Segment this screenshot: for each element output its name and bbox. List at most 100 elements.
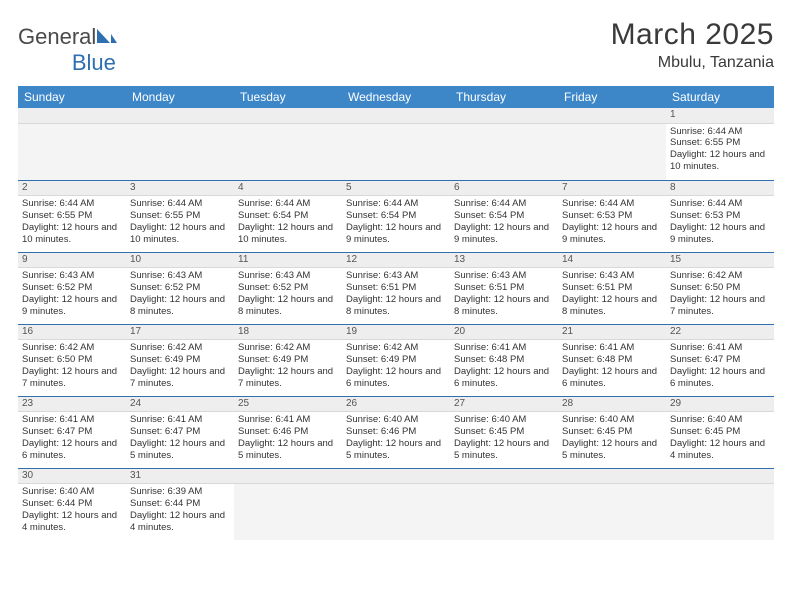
sunrise-line: Sunrise: 6:43 AM — [22, 270, 122, 282]
daylight-line: Daylight: 12 hours and 6 minutes. — [346, 366, 446, 390]
day-number-empty — [18, 108, 126, 124]
sunrise-line: Sunrise: 6:44 AM — [454, 198, 554, 210]
calendar-week-row: 1Sunrise: 6:44 AMSunset: 6:55 PMDaylight… — [18, 108, 774, 180]
day-details: Sunrise: 6:42 AMSunset: 6:49 PMDaylight:… — [130, 342, 230, 390]
sunset-line: Sunset: 6:44 PM — [130, 498, 230, 510]
sunrise-line: Sunrise: 6:42 AM — [130, 342, 230, 354]
day-number: 11 — [234, 253, 342, 269]
sunset-line: Sunset: 6:51 PM — [346, 282, 446, 294]
day-cell: 31Sunrise: 6:39 AMSunset: 6:44 PMDayligh… — [126, 468, 234, 540]
day-cell: 7Sunrise: 6:44 AMSunset: 6:53 PMDaylight… — [558, 180, 666, 252]
day-number-empty — [126, 108, 234, 124]
day-number: 13 — [450, 253, 558, 269]
empty-cell — [234, 468, 342, 540]
sunset-line: Sunset: 6:45 PM — [670, 426, 770, 438]
sunrise-line: Sunrise: 6:41 AM — [22, 414, 122, 426]
empty-cell — [342, 468, 450, 540]
day-details: Sunrise: 6:42 AMSunset: 6:50 PMDaylight:… — [670, 270, 770, 318]
day-cell: 30Sunrise: 6:40 AMSunset: 6:44 PMDayligh… — [18, 468, 126, 540]
sunset-line: Sunset: 6:49 PM — [130, 354, 230, 366]
sunrise-line: Sunrise: 6:43 AM — [562, 270, 662, 282]
calendar-body: 1Sunrise: 6:44 AMSunset: 6:55 PMDaylight… — [18, 108, 774, 540]
header: General GeneBlue March 2025 Mbulu, Tanza… — [18, 18, 774, 76]
day-cell: 26Sunrise: 6:40 AMSunset: 6:46 PMDayligh… — [342, 396, 450, 468]
calendar-table: Sunday Monday Tuesday Wednesday Thursday… — [18, 86, 774, 540]
sunrise-line: Sunrise: 6:43 AM — [454, 270, 554, 282]
day-details: Sunrise: 6:44 AMSunset: 6:54 PMDaylight:… — [454, 198, 554, 246]
sunset-line: Sunset: 6:49 PM — [238, 354, 338, 366]
day-number: 15 — [666, 253, 774, 269]
daylight-line: Daylight: 12 hours and 6 minutes. — [562, 366, 662, 390]
sunset-line: Sunset: 6:50 PM — [22, 354, 122, 366]
day-number: 1 — [666, 108, 774, 124]
daylight-line: Daylight: 12 hours and 7 minutes. — [130, 366, 230, 390]
day-number-empty — [234, 469, 342, 485]
sunrise-line: Sunrise: 6:43 AM — [238, 270, 338, 282]
day-cell: 21Sunrise: 6:41 AMSunset: 6:48 PMDayligh… — [558, 324, 666, 396]
sunset-line: Sunset: 6:46 PM — [238, 426, 338, 438]
empty-cell — [126, 108, 234, 180]
day-number: 20 — [450, 325, 558, 341]
sunset-line: Sunset: 6:51 PM — [562, 282, 662, 294]
day-cell: 12Sunrise: 6:43 AMSunset: 6:51 PMDayligh… — [342, 252, 450, 324]
day-details: Sunrise: 6:43 AMSunset: 6:51 PMDaylight:… — [562, 270, 662, 318]
day-cell: 20Sunrise: 6:41 AMSunset: 6:48 PMDayligh… — [450, 324, 558, 396]
day-details: Sunrise: 6:44 AMSunset: 6:54 PMDaylight:… — [346, 198, 446, 246]
sunset-line: Sunset: 6:55 PM — [130, 210, 230, 222]
weekday-header: Thursday — [450, 86, 558, 108]
sunset-line: Sunset: 6:54 PM — [346, 210, 446, 222]
calendar-week-row: 2Sunrise: 6:44 AMSunset: 6:55 PMDaylight… — [18, 180, 774, 252]
daylight-line: Daylight: 12 hours and 6 minutes. — [454, 366, 554, 390]
day-number-empty — [450, 469, 558, 485]
day-details: Sunrise: 6:43 AMSunset: 6:52 PMDaylight:… — [238, 270, 338, 318]
daylight-line: Daylight: 12 hours and 8 minutes. — [346, 294, 446, 318]
daylight-line: Daylight: 12 hours and 6 minutes. — [670, 366, 770, 390]
sunrise-line: Sunrise: 6:41 AM — [130, 414, 230, 426]
daylight-line: Daylight: 12 hours and 4 minutes. — [22, 510, 122, 534]
day-details: Sunrise: 6:40 AMSunset: 6:46 PMDaylight:… — [346, 414, 446, 462]
sunset-line: Sunset: 6:55 PM — [22, 210, 122, 222]
day-details: Sunrise: 6:41 AMSunset: 6:47 PMDaylight:… — [22, 414, 122, 462]
daylight-line: Daylight: 12 hours and 5 minutes. — [238, 438, 338, 462]
sunrise-line: Sunrise: 6:41 AM — [454, 342, 554, 354]
daylight-line: Daylight: 12 hours and 8 minutes. — [238, 294, 338, 318]
day-cell: 17Sunrise: 6:42 AMSunset: 6:49 PMDayligh… — [126, 324, 234, 396]
day-details: Sunrise: 6:41 AMSunset: 6:46 PMDaylight:… — [238, 414, 338, 462]
logo-word-general: General — [18, 24, 96, 49]
day-number: 26 — [342, 397, 450, 413]
day-cell: 19Sunrise: 6:42 AMSunset: 6:49 PMDayligh… — [342, 324, 450, 396]
sunrise-line: Sunrise: 6:42 AM — [22, 342, 122, 354]
sunrise-line: Sunrise: 6:44 AM — [346, 198, 446, 210]
sunset-line: Sunset: 6:49 PM — [346, 354, 446, 366]
sunrise-line: Sunrise: 6:40 AM — [22, 486, 122, 498]
sunrise-line: Sunrise: 6:42 AM — [670, 270, 770, 282]
day-number: 10 — [126, 253, 234, 269]
daylight-line: Daylight: 12 hours and 8 minutes. — [454, 294, 554, 318]
day-cell: 16Sunrise: 6:42 AMSunset: 6:50 PMDayligh… — [18, 324, 126, 396]
day-number-empty — [342, 469, 450, 485]
sunset-line: Sunset: 6:50 PM — [670, 282, 770, 294]
empty-cell — [558, 108, 666, 180]
day-number: 5 — [342, 181, 450, 197]
day-details: Sunrise: 6:40 AMSunset: 6:45 PMDaylight:… — [562, 414, 662, 462]
daylight-line: Daylight: 12 hours and 7 minutes. — [238, 366, 338, 390]
day-number: 16 — [18, 325, 126, 341]
daylight-line: Daylight: 12 hours and 5 minutes. — [562, 438, 662, 462]
day-cell: 28Sunrise: 6:40 AMSunset: 6:45 PMDayligh… — [558, 396, 666, 468]
day-cell: 5Sunrise: 6:44 AMSunset: 6:54 PMDaylight… — [342, 180, 450, 252]
day-number-empty — [342, 108, 450, 124]
day-details: Sunrise: 6:44 AMSunset: 6:55 PMDaylight:… — [22, 198, 122, 246]
day-cell: 9Sunrise: 6:43 AMSunset: 6:52 PMDaylight… — [18, 252, 126, 324]
day-cell: 15Sunrise: 6:42 AMSunset: 6:50 PMDayligh… — [666, 252, 774, 324]
day-number: 29 — [666, 397, 774, 413]
daylight-line: Daylight: 12 hours and 7 minutes. — [670, 294, 770, 318]
day-number: 8 — [666, 181, 774, 197]
day-cell: 27Sunrise: 6:40 AMSunset: 6:45 PMDayligh… — [450, 396, 558, 468]
day-cell: 2Sunrise: 6:44 AMSunset: 6:55 PMDaylight… — [18, 180, 126, 252]
day-number: 23 — [18, 397, 126, 413]
day-number: 7 — [558, 181, 666, 197]
day-number: 22 — [666, 325, 774, 341]
daylight-line: Daylight: 12 hours and 8 minutes. — [562, 294, 662, 318]
calendar-week-row: 16Sunrise: 6:42 AMSunset: 6:50 PMDayligh… — [18, 324, 774, 396]
daylight-line: Daylight: 12 hours and 6 minutes. — [22, 438, 122, 462]
